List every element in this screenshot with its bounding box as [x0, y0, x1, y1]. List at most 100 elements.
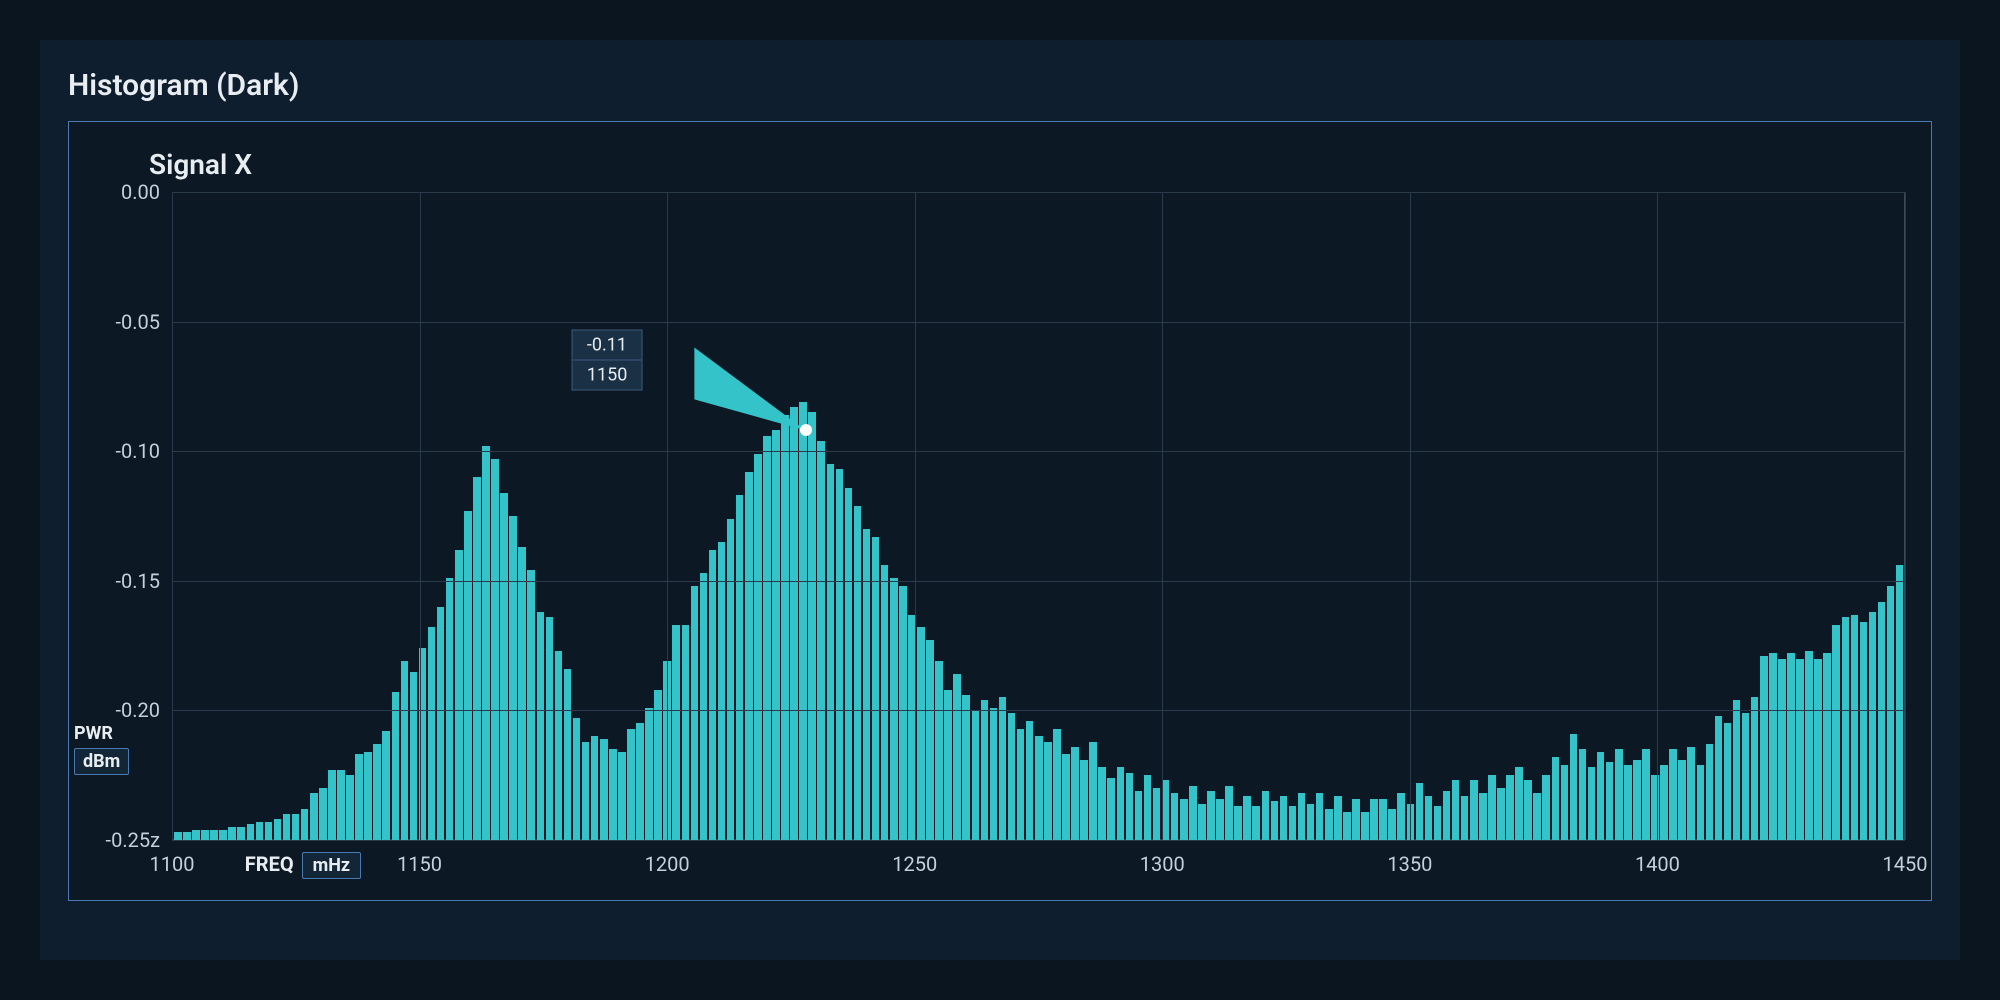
histogram-bar[interactable]: [899, 586, 907, 840]
histogram-bar[interactable]: [1887, 586, 1895, 840]
histogram-bar[interactable]: [455, 550, 463, 840]
histogram-bar[interactable]: [944, 690, 952, 840]
histogram-bar[interactable]: [645, 708, 653, 840]
histogram-bar[interactable]: [1316, 793, 1324, 840]
histogram-bar[interactable]: [1225, 786, 1233, 840]
histogram-bar[interactable]: [709, 550, 717, 840]
histogram-bar[interactable]: [917, 627, 925, 840]
histogram-bar[interactable]: [1742, 713, 1750, 840]
histogram-bar[interactable]: [953, 674, 961, 840]
histogram-bar[interactable]: [1198, 804, 1206, 840]
histogram-bar[interactable]: [192, 830, 200, 840]
histogram-bar[interactable]: [999, 697, 1007, 840]
histogram-bar[interactable]: [1461, 796, 1469, 840]
histogram-bar[interactable]: [1814, 659, 1822, 840]
histogram-bar[interactable]: [627, 729, 635, 840]
histogram-bar[interactable]: [1878, 602, 1886, 840]
histogram-bar[interactable]: [473, 477, 481, 840]
histogram-bar[interactable]: [700, 573, 708, 840]
histogram-bar[interactable]: [682, 625, 690, 840]
histogram-bar[interactable]: [1080, 760, 1088, 840]
histogram-bar[interactable]: [265, 822, 273, 840]
histogram-bar[interactable]: [745, 472, 753, 840]
histogram-bar[interactable]: [609, 749, 617, 840]
histogram-bar[interactable]: [482, 446, 490, 840]
histogram-bar[interactable]: [1289, 806, 1297, 840]
histogram-bar[interactable]: [183, 832, 191, 840]
histogram-bar[interactable]: [872, 537, 880, 840]
histogram-bar[interactable]: [1678, 760, 1686, 840]
histogram-bar[interactable]: [346, 775, 354, 840]
histogram-bar[interactable]: [518, 547, 526, 840]
histogram-bar[interactable]: [781, 415, 789, 840]
histogram-bar[interactable]: [410, 672, 418, 840]
histogram-bar[interactable]: [546, 617, 554, 840]
histogram-bar[interactable]: [1823, 653, 1831, 840]
histogram-bar[interactable]: [1524, 780, 1532, 840]
histogram-bar[interactable]: [1842, 617, 1850, 840]
histogram-bar[interactable]: [1542, 775, 1550, 840]
histogram-bar[interactable]: [1733, 700, 1741, 840]
histogram-bar[interactable]: [401, 661, 409, 840]
histogram-bar[interactable]: [1397, 793, 1405, 840]
histogram-bar[interactable]: [754, 454, 762, 840]
histogram-bar[interactable]: [1388, 809, 1396, 840]
histogram-bar[interactable]: [527, 570, 535, 840]
histogram-bar[interactable]: [437, 607, 445, 840]
histogram-bar[interactable]: [1216, 799, 1224, 840]
histogram-bar[interactable]: [1860, 622, 1868, 840]
histogram-bar[interactable]: [1071, 747, 1079, 840]
histogram-bar[interactable]: [1126, 773, 1134, 840]
histogram-bar[interactable]: [582, 742, 590, 840]
histogram-bar[interactable]: [1298, 793, 1306, 840]
histogram-bar[interactable]: [1370, 799, 1378, 840]
histogram-bar[interactable]: [174, 832, 182, 840]
histogram-bar[interactable]: [1832, 625, 1840, 840]
histogram-bar[interactable]: [1017, 729, 1025, 840]
histogram-bar[interactable]: [1135, 791, 1143, 840]
histogram-bar[interactable]: [636, 723, 644, 840]
histogram-bar[interactable]: [509, 516, 517, 840]
histogram-bar[interactable]: [845, 488, 853, 841]
histogram-bar[interactable]: [772, 430, 780, 840]
histogram-bar[interactable]: [491, 459, 499, 840]
histogram-bar[interactable]: [935, 661, 943, 840]
histogram-bar[interactable]: [1687, 747, 1695, 840]
histogram-bar[interactable]: [373, 744, 381, 840]
histogram-bar[interactable]: [1588, 767, 1596, 840]
histogram-bar[interactable]: [1615, 749, 1623, 840]
histogram-bar[interactable]: [808, 412, 816, 840]
histogram-bar[interactable]: [718, 542, 726, 840]
histogram-bar[interactable]: [537, 612, 545, 840]
histogram-bar[interactable]: [1633, 760, 1641, 840]
histogram-bar[interactable]: [1787, 653, 1795, 840]
histogram-bar[interactable]: [228, 827, 236, 840]
histogram-bar[interactable]: [1443, 791, 1451, 840]
histogram-bar[interactable]: [1452, 780, 1460, 840]
histogram-bar[interactable]: [763, 436, 771, 840]
histogram-bar[interactable]: [500, 493, 508, 840]
histogram-bar[interactable]: [1153, 788, 1161, 840]
histogram-bar[interactable]: [310, 793, 318, 840]
histogram-bar[interactable]: [1144, 775, 1152, 840]
histogram-bar[interactable]: [1869, 612, 1877, 840]
histogram-bar[interactable]: [355, 754, 363, 840]
histogram-bar[interactable]: [863, 529, 871, 840]
histogram-bar[interactable]: [672, 625, 680, 840]
histogram-bar[interactable]: [1107, 778, 1115, 840]
histogram-bar[interactable]: [319, 788, 327, 840]
histogram-bar[interactable]: [1515, 767, 1523, 840]
histogram-bar[interactable]: [1271, 801, 1279, 840]
histogram-bar[interactable]: [1724, 723, 1732, 840]
histogram-bar[interactable]: [1026, 721, 1034, 840]
histogram-bar[interactable]: [1207, 791, 1215, 840]
histogram-bar[interactable]: [292, 814, 300, 840]
histogram-bar[interactable]: [990, 708, 998, 840]
histogram-bar[interactable]: [201, 830, 209, 840]
histogram-bar[interactable]: [1089, 742, 1097, 840]
histogram-bar[interactable]: [364, 752, 372, 840]
histogram-bar[interactable]: [691, 586, 699, 840]
histogram-bar[interactable]: [1262, 791, 1270, 840]
histogram-bar[interactable]: [564, 669, 572, 840]
histogram-bar[interactable]: [382, 731, 390, 840]
